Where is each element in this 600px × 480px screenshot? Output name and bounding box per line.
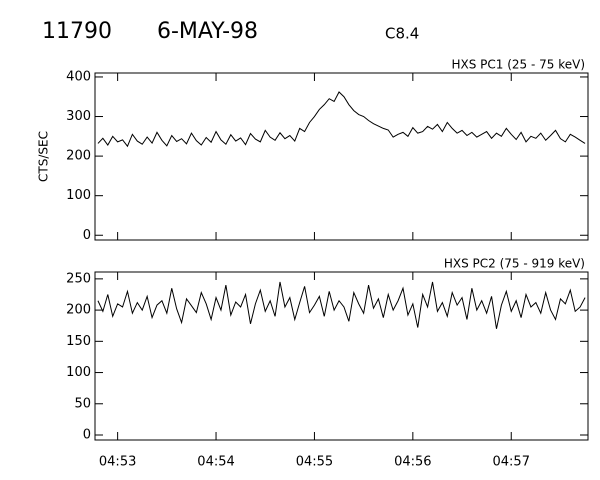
y-tick-label: 100 — [66, 188, 91, 203]
y-tick-label: 0 — [83, 428, 91, 443]
panel-title: HXS PC1 (25 - 75 keV) — [451, 58, 585, 72]
panel-title: HXS PC2 (75 - 919 keV) — [444, 257, 585, 271]
flare-class: C8.4 — [385, 25, 419, 43]
y-tick-label: 400 — [66, 69, 91, 84]
y-tick-label: 50 — [74, 396, 91, 411]
x-tick-label: 04:54 — [197, 455, 234, 470]
x-tick-label: 04:57 — [493, 455, 530, 470]
plot-frame — [94, 271, 589, 441]
y-tick-label: 150 — [66, 334, 91, 349]
data-line — [97, 281, 586, 329]
y-tick-label: 0 — [83, 228, 91, 243]
date: 6-MAY-98 — [157, 19, 258, 44]
y-tick-label: 300 — [66, 109, 91, 124]
x-tick-label: 04:56 — [394, 455, 431, 470]
data-line — [97, 91, 586, 148]
y-tick-label: 200 — [66, 149, 91, 164]
y-tick-label: 100 — [66, 365, 91, 380]
x-tick-label: 04:53 — [99, 455, 136, 470]
event-id: 11790 — [42, 19, 112, 44]
y-tick-label: 250 — [66, 271, 91, 286]
y-axis-label: CTS/SEC — [37, 131, 51, 182]
x-tick-label: 04:55 — [296, 455, 333, 470]
y-tick-label: 200 — [66, 303, 91, 318]
